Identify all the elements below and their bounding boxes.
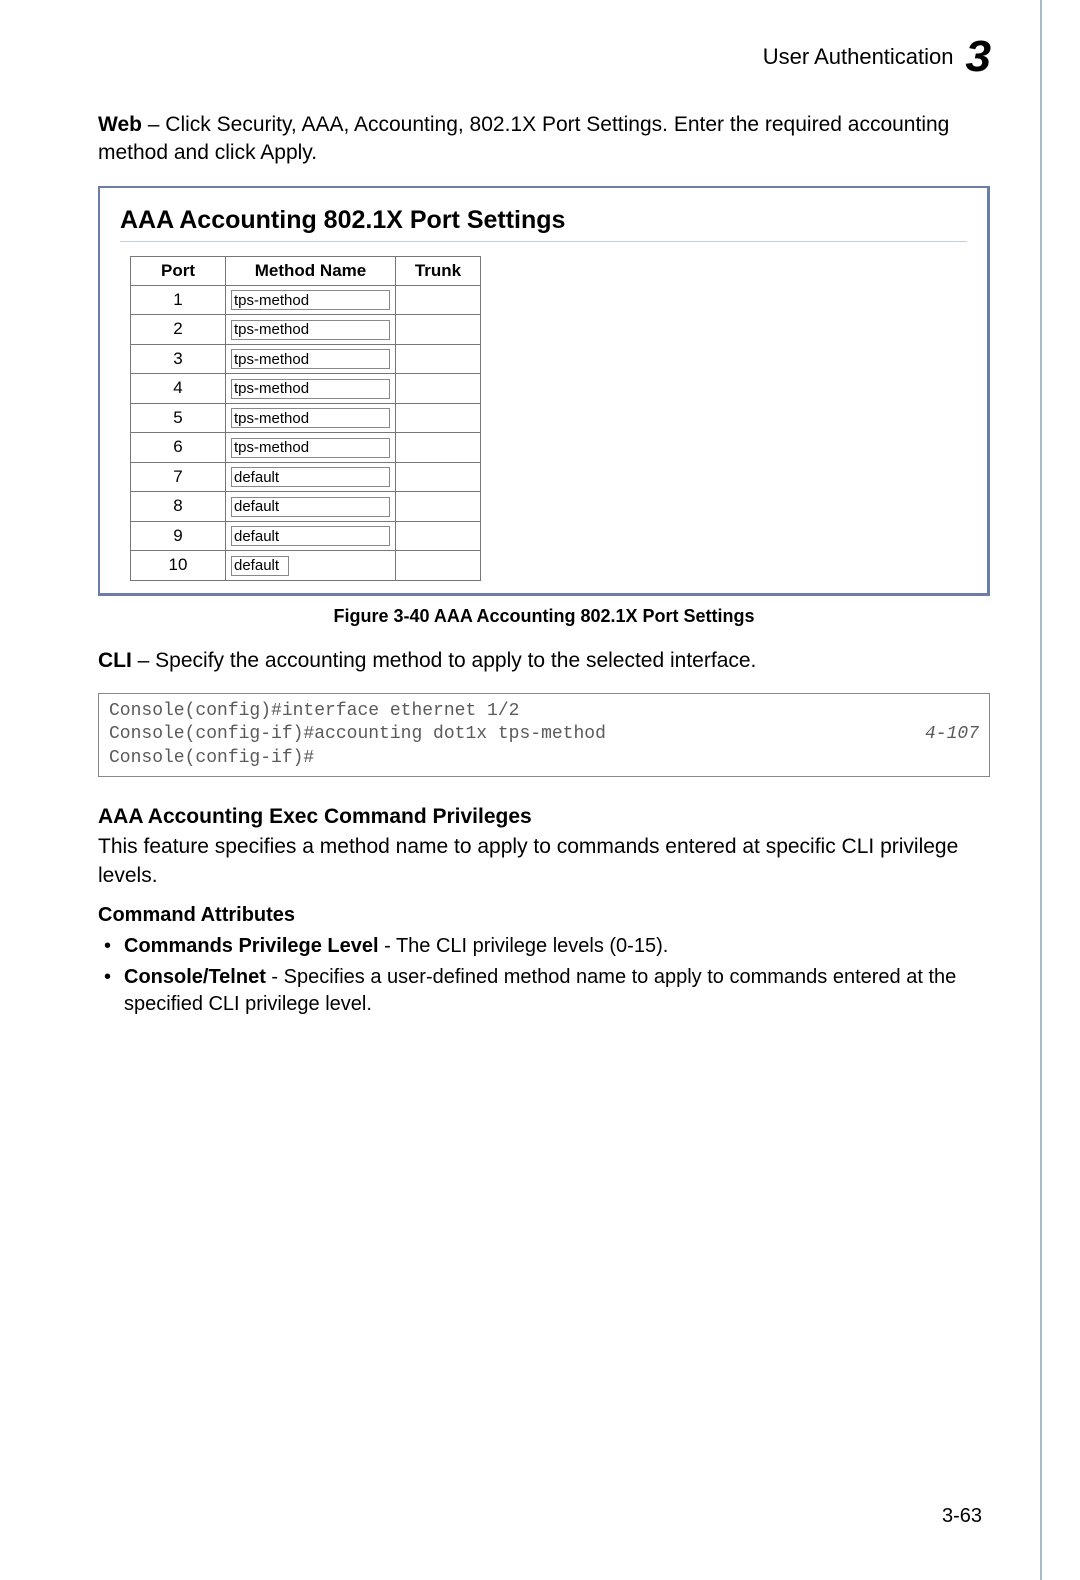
port-cell: 6	[131, 433, 226, 463]
method-name-input[interactable]	[231, 349, 390, 369]
port-cell: 2	[131, 315, 226, 345]
list-item: Commands Privilege Level - The CLI privi…	[102, 933, 990, 960]
method-name-input[interactable]	[231, 290, 390, 310]
method-name-input[interactable]	[231, 556, 289, 576]
col-header-port: Port	[131, 256, 226, 285]
section-heading: AAA Accounting Exec Command Privileges	[98, 805, 990, 829]
method-cell	[226, 492, 396, 522]
list-item-desc: - The CLI privilege levels (0-15).	[379, 935, 669, 957]
method-cell	[226, 521, 396, 551]
cli-instructions: CLI – Specify the accounting method to a…	[98, 647, 990, 675]
port-settings-table: Port Method Name Trunk 12345678910	[130, 256, 481, 581]
table-row: 2	[131, 315, 481, 345]
col-header-trunk: Trunk	[396, 256, 481, 285]
command-attributes-heading: Command Attributes	[98, 904, 990, 927]
port-cell: 4	[131, 374, 226, 404]
port-cell: 3	[131, 344, 226, 374]
document-page: User Authentication 3 Web – Click Securi…	[0, 0, 1080, 1570]
section-description: This feature specifies a method name to …	[98, 833, 990, 890]
cli-line: Console(config)#interface ethernet 1/2	[109, 700, 979, 723]
port-cell: 5	[131, 403, 226, 433]
web-instructions: Web – Click Security, AAA, Accounting, 8…	[98, 111, 990, 168]
method-name-input[interactable]	[231, 408, 390, 428]
method-cell	[226, 433, 396, 463]
header-title: User Authentication	[763, 44, 954, 70]
cli-command: Console(config-if)#	[109, 747, 314, 770]
web-text: – Click Security, AAA, Accounting, 802.1…	[98, 113, 949, 164]
trunk-cell	[396, 492, 481, 522]
cli-page-ref: 4-107	[925, 723, 979, 746]
trunk-cell	[396, 403, 481, 433]
trunk-cell	[396, 551, 481, 581]
settings-panel: AAA Accounting 802.1X Port Settings Port…	[98, 186, 990, 596]
table-row: 7	[131, 462, 481, 492]
col-header-method: Method Name	[226, 256, 396, 285]
chapter-number-badge: 3	[965, 35, 991, 79]
method-name-input[interactable]	[231, 379, 390, 399]
cli-text: – Specify the accounting method to apply…	[132, 649, 757, 672]
command-attributes-list: Commands Privilege Level - The CLI privi…	[98, 933, 990, 1018]
cli-line: Console(config-if)#accounting dot1x tps-…	[109, 723, 979, 746]
trunk-cell	[396, 344, 481, 374]
list-item-term: Console/Telnet	[124, 966, 266, 988]
cli-label: CLI	[98, 649, 132, 672]
panel-divider	[120, 241, 967, 242]
method-cell	[226, 374, 396, 404]
cli-command: Console(config)#interface ethernet 1/2	[109, 700, 519, 723]
list-item-term: Commands Privilege Level	[124, 935, 379, 957]
port-cell: 8	[131, 492, 226, 522]
trunk-cell	[396, 315, 481, 345]
table-body: 12345678910	[131, 285, 481, 580]
page-number: 3-63	[942, 1505, 982, 1528]
method-name-input[interactable]	[231, 526, 390, 546]
trunk-cell	[396, 521, 481, 551]
method-cell	[226, 315, 396, 345]
method-cell	[226, 462, 396, 492]
table-header-row: Port Method Name Trunk	[131, 256, 481, 285]
method-cell	[226, 551, 396, 581]
method-cell	[226, 403, 396, 433]
cli-code-block: Console(config)#interface ethernet 1/2Co…	[98, 693, 990, 777]
cli-command: Console(config-if)#accounting dot1x tps-…	[109, 723, 606, 746]
web-label: Web	[98, 113, 142, 136]
port-cell: 9	[131, 521, 226, 551]
trunk-cell	[396, 374, 481, 404]
table-row: 5	[131, 403, 481, 433]
method-name-input[interactable]	[231, 467, 390, 487]
figure-caption: Figure 3-40 AAA Accounting 802.1X Port S…	[98, 606, 990, 627]
table-row: 1	[131, 285, 481, 315]
method-name-input[interactable]	[231, 438, 390, 458]
table-row: 9	[131, 521, 481, 551]
port-cell: 1	[131, 285, 226, 315]
list-item: Console/Telnet - Specifies a user-define…	[102, 964, 990, 1018]
table-row: 8	[131, 492, 481, 522]
trunk-cell	[396, 462, 481, 492]
method-name-input[interactable]	[231, 497, 390, 517]
port-cell: 10	[131, 551, 226, 581]
page-header: User Authentication 3	[98, 35, 990, 79]
right-margin-rule	[1040, 0, 1042, 1580]
table-row: 3	[131, 344, 481, 374]
method-cell	[226, 285, 396, 315]
table-row: 4	[131, 374, 481, 404]
method-cell	[226, 344, 396, 374]
table-row: 6	[131, 433, 481, 463]
panel-title: AAA Accounting 802.1X Port Settings	[120, 206, 967, 235]
trunk-cell	[396, 433, 481, 463]
port-cell: 7	[131, 462, 226, 492]
cli-line: Console(config-if)#	[109, 747, 979, 770]
table-row: 10	[131, 551, 481, 581]
trunk-cell	[396, 285, 481, 315]
method-name-input[interactable]	[231, 320, 390, 340]
